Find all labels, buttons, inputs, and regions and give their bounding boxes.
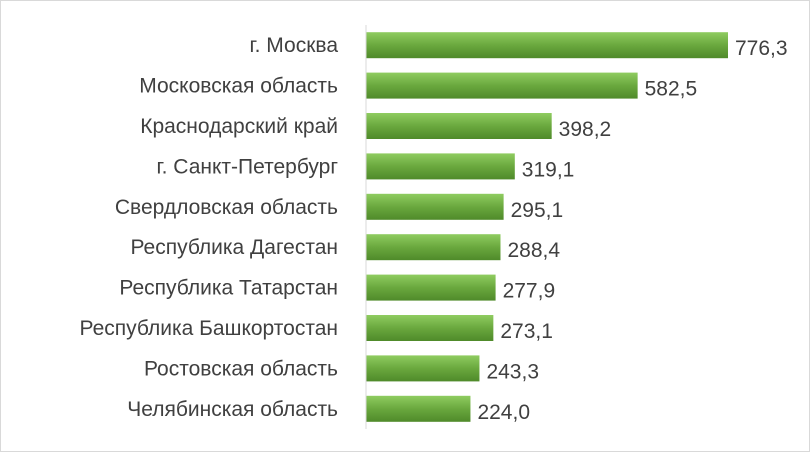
value-label: 398,2 (559, 118, 612, 141)
value-label: 243,3 (486, 360, 539, 383)
value-label: 582,5 (645, 78, 698, 101)
category-label: Республика Дагестан (130, 236, 338, 259)
category-label: Свердловская область (115, 196, 338, 219)
category-label: Республика Башкортостан (80, 317, 338, 340)
category-label: г. Москва (250, 34, 339, 57)
bar (366, 153, 515, 180)
value-label: 295,1 (511, 199, 564, 222)
bar (366, 193, 504, 220)
bar (366, 315, 494, 341)
labels-layer: г. Москва 776,3 Московская область 582,5 Кра… (80, 34, 788, 424)
bar (366, 355, 480, 382)
category-label: Ростовская область (144, 357, 338, 380)
bar (366, 72, 638, 99)
value-label: 288,4 (507, 239, 560, 262)
value-label: 277,9 (503, 280, 556, 303)
value-label: 224,0 (477, 401, 530, 424)
value-label: 319,1 (522, 158, 575, 181)
bar (366, 113, 552, 139)
value-label: 776,3 (735, 37, 788, 60)
category-label: Республика Татарстан (119, 277, 338, 300)
value-label: 273,1 (500, 320, 553, 343)
category-label: г. Санкт-Петербург (157, 155, 339, 178)
category-label: Челябинская область (127, 398, 338, 421)
category-label: Краснодарский край (140, 115, 338, 138)
category-label: Московская область (139, 75, 338, 98)
bar (366, 274, 496, 301)
bar (366, 395, 471, 422)
bar (366, 234, 501, 261)
bar (366, 32, 728, 59)
bars-layer (366, 32, 728, 422)
